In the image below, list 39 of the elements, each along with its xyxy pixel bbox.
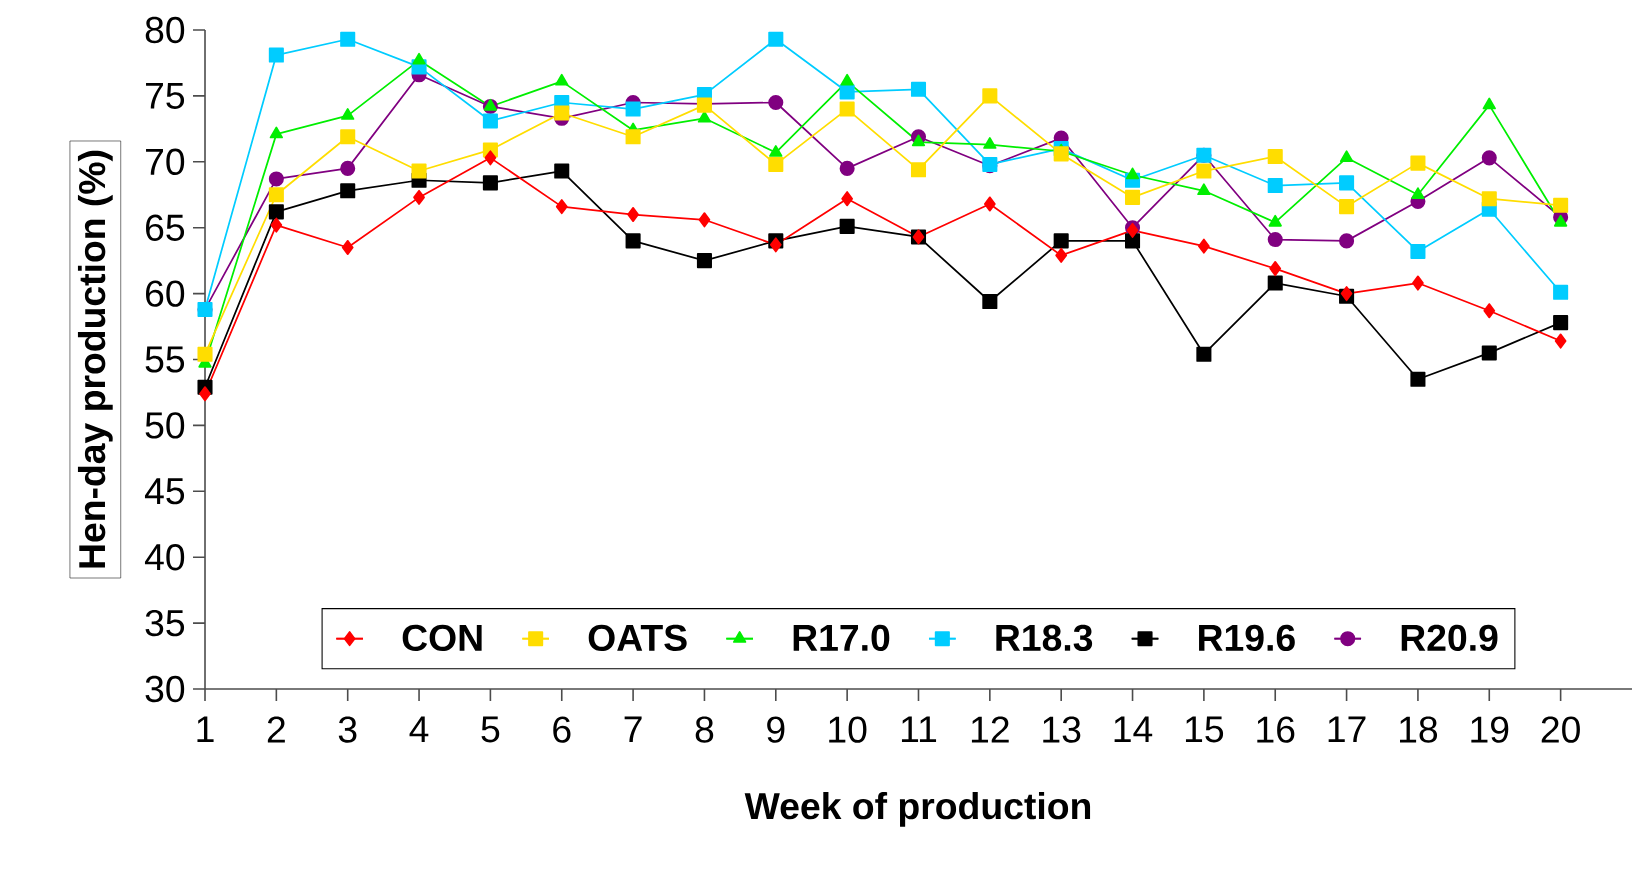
x-axis-title: Week of production [744,791,1091,827]
y-tick-label: 65 [146,214,185,241]
x-tick-label: 11 [901,716,937,743]
x-tick-label: 20 [1541,716,1580,743]
y-tick-label: 70 [146,148,185,176]
x-tick-label: 1 [197,716,214,743]
legend-label: OATS [588,624,687,652]
legend-label: R19.6 [1199,624,1295,652]
x-tick-label: 8 [695,716,714,743]
legend-label: R20.9 [1401,624,1498,652]
x-tick-label: 18 [1400,716,1438,743]
y-tick-label: 35 [145,609,185,637]
y-tick-label: 60 [146,280,185,307]
x-tick-label: 10 [829,716,867,743]
y-axis-title: Hen-day production (%) [77,150,113,568]
y-tick-label: 80 [145,16,185,44]
x-tick-label: 17 [1328,716,1366,743]
x-tick-label: 6 [553,716,571,743]
x-tick-label: 13 [1043,716,1081,743]
x-tick-label: 7 [624,716,642,743]
y-tick-label: 40 [144,544,185,571]
x-tick-label: 19 [1471,716,1509,743]
x-tick-label: 12 [971,716,1009,743]
legend-label: CON [402,624,482,652]
x-tick-label: 15 [1185,716,1224,743]
y-tick-label: 30 [145,675,185,703]
x-tick-label: 2 [267,716,285,743]
y-tick-label: 50 [145,412,185,439]
x-tick-label: 5 [481,716,500,743]
y-tick-label: 75 [146,82,185,109]
y-tick-label: 55 [145,346,185,373]
legend-label: R18.3 [996,624,1093,652]
legend-label: R17.0 [793,624,890,652]
y-tick-label: 45 [144,478,185,505]
x-tick-label: 14 [1114,716,1153,743]
x-tick-label: 16 [1257,716,1295,743]
x-tick-label: 3 [338,716,357,743]
x-tick-label: 9 [767,716,785,743]
x-tick-label: 4 [409,716,429,743]
